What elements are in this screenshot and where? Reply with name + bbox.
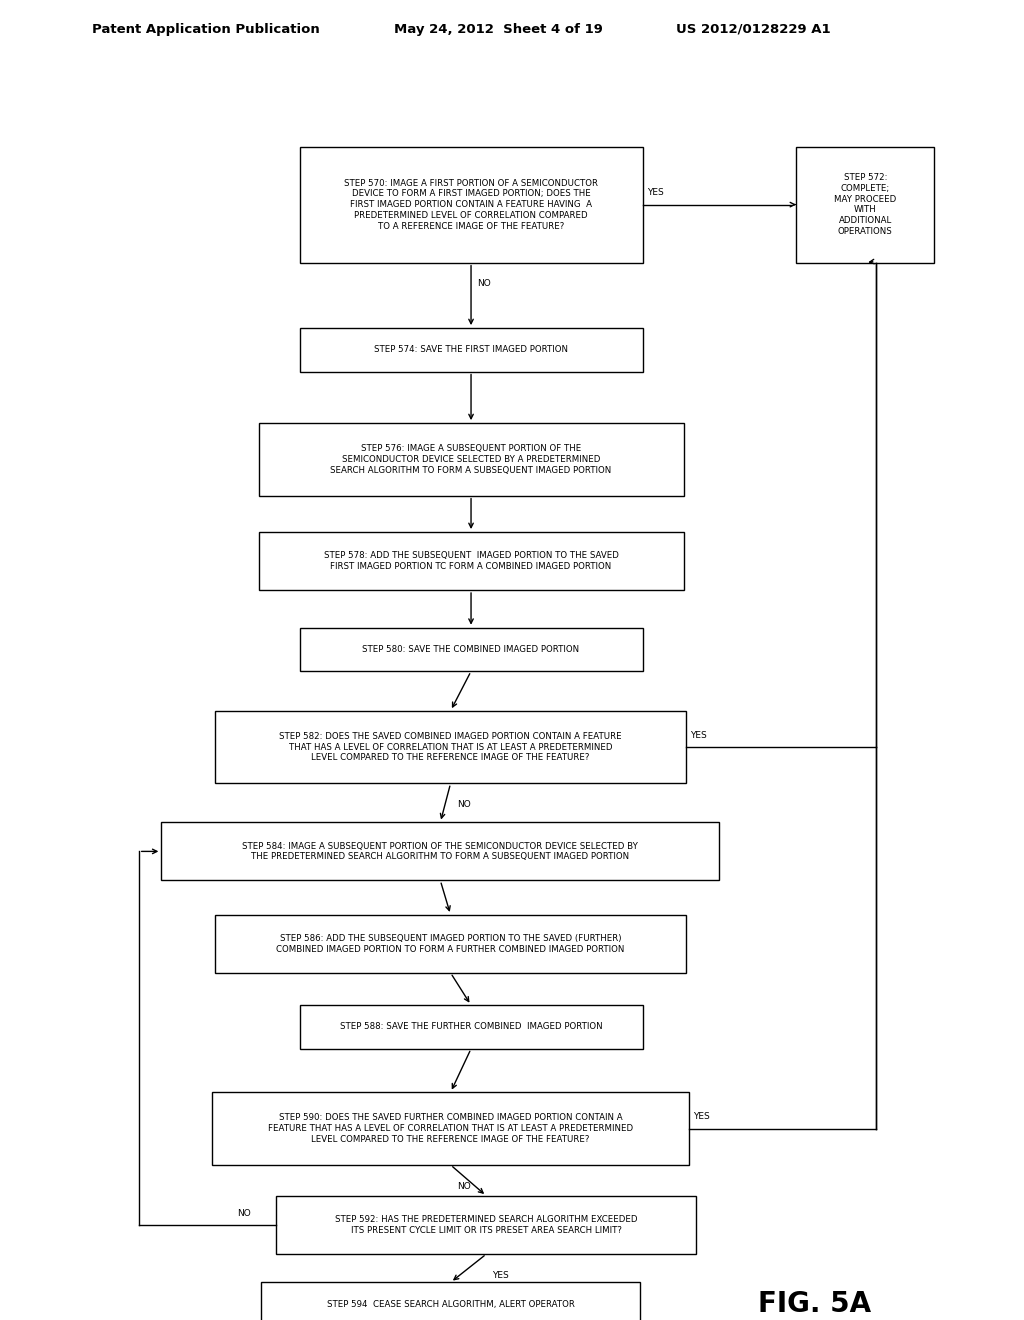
Text: YES: YES <box>647 189 664 198</box>
Text: US 2012/0128229 A1: US 2012/0128229 A1 <box>676 22 830 36</box>
FancyBboxPatch shape <box>161 822 719 880</box>
FancyBboxPatch shape <box>299 628 643 671</box>
Text: STEP 594  CEASE SEARCH ALGORITHM, ALERT OPERATOR: STEP 594 CEASE SEARCH ALGORITHM, ALERT O… <box>327 1300 574 1308</box>
Text: NO: NO <box>477 280 490 289</box>
Text: Patent Application Publication: Patent Application Publication <box>92 22 319 36</box>
FancyBboxPatch shape <box>259 422 684 495</box>
FancyBboxPatch shape <box>259 532 684 590</box>
FancyBboxPatch shape <box>215 915 686 973</box>
Text: May 24, 2012  Sheet 4 of 19: May 24, 2012 Sheet 4 of 19 <box>394 22 603 36</box>
FancyBboxPatch shape <box>261 1283 640 1320</box>
FancyBboxPatch shape <box>299 1006 643 1048</box>
FancyBboxPatch shape <box>797 147 934 263</box>
FancyBboxPatch shape <box>215 710 686 784</box>
Text: STEP 592: HAS THE PREDETERMINED SEARCH ALGORITHM EXCEEDED
ITS PRESENT CYCLE LIMI: STEP 592: HAS THE PREDETERMINED SEARCH A… <box>335 1216 638 1234</box>
Text: STEP 586: ADD THE SUBSEQUENT IMAGED PORTION TO THE SAVED (FURTHER)
COMBINED IMAG: STEP 586: ADD THE SUBSEQUENT IMAGED PORT… <box>276 935 625 953</box>
FancyBboxPatch shape <box>276 1196 696 1254</box>
FancyBboxPatch shape <box>213 1093 688 1166</box>
Text: STEP 574: SAVE THE FIRST IMAGED PORTION: STEP 574: SAVE THE FIRST IMAGED PORTION <box>374 346 568 354</box>
Text: FIG. 5A: FIG. 5A <box>758 1290 870 1319</box>
Text: STEP 570: IMAGE A FIRST PORTION OF A SEMICONDUCTOR
DEVICE TO FORM A FIRST IMAGED: STEP 570: IMAGE A FIRST PORTION OF A SEM… <box>344 178 598 231</box>
Text: NO: NO <box>238 1209 251 1218</box>
Text: STEP 576: IMAGE A SUBSEQUENT PORTION OF THE
SEMICONDUCTOR DEVICE SELECTED BY A P: STEP 576: IMAGE A SUBSEQUENT PORTION OF … <box>331 444 611 475</box>
Text: YES: YES <box>692 1113 710 1122</box>
FancyBboxPatch shape <box>299 147 643 263</box>
Text: STEP 582: DOES THE SAVED COMBINED IMAGED PORTION CONTAIN A FEATURE
THAT HAS A LE: STEP 582: DOES THE SAVED COMBINED IMAGED… <box>280 731 622 763</box>
Text: STEP 580: SAVE THE COMBINED IMAGED PORTION: STEP 580: SAVE THE COMBINED IMAGED PORTI… <box>362 645 580 653</box>
Text: STEP 590: DOES THE SAVED FURTHER COMBINED IMAGED PORTION CONTAIN A
FEATURE THAT : STEP 590: DOES THE SAVED FURTHER COMBINE… <box>268 1113 633 1144</box>
Text: YES: YES <box>493 1271 509 1280</box>
Text: STEP 588: SAVE THE FURTHER COMBINED  IMAGED PORTION: STEP 588: SAVE THE FURTHER COMBINED IMAG… <box>340 1023 602 1031</box>
Text: NO: NO <box>457 1181 470 1191</box>
FancyBboxPatch shape <box>299 327 643 372</box>
Text: NO: NO <box>457 800 470 809</box>
Text: YES: YES <box>690 731 707 741</box>
Text: STEP 572:
COMPLETE;
MAY PROCEED
WITH
ADDITIONAL
OPERATIONS: STEP 572: COMPLETE; MAY PROCEED WITH ADD… <box>835 173 896 236</box>
Text: STEP 578: ADD THE SUBSEQUENT  IMAGED PORTION TO THE SAVED
FIRST IMAGED PORTION T: STEP 578: ADD THE SUBSEQUENT IMAGED PORT… <box>324 552 618 570</box>
Text: STEP 584: IMAGE A SUBSEQUENT PORTION OF THE SEMICONDUCTOR DEVICE SELECTED BY
THE: STEP 584: IMAGE A SUBSEQUENT PORTION OF … <box>243 842 638 861</box>
